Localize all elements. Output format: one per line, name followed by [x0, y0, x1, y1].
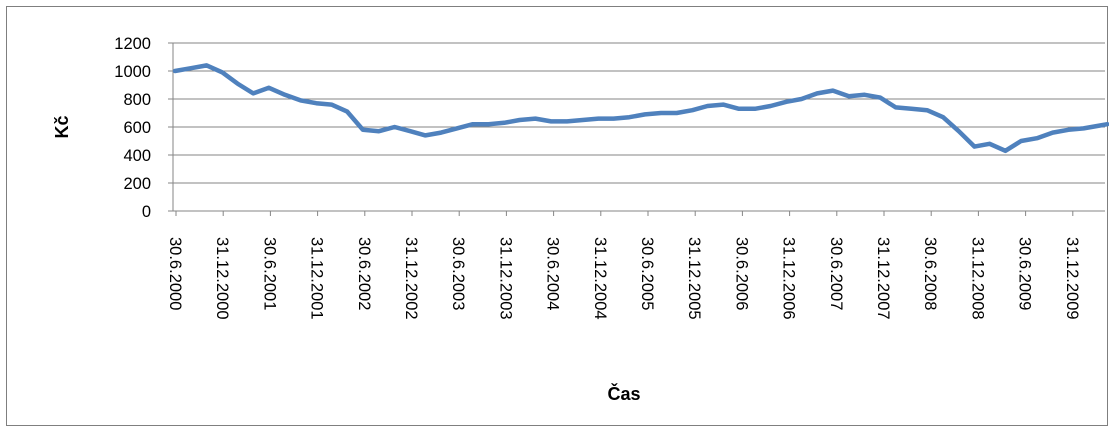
x-axis-ticks: 30.6.2000 31.12.2000 30.6.2001 31.12.2001 30…: [166, 211, 1081, 320]
x-tick-label: 31.12.2004: [591, 237, 609, 320]
y-tick-label: 200: [123, 175, 151, 193]
x-tick-label: 31.12.2006: [780, 237, 798, 320]
y-axis-ticks: 0 200 400 600 800 1000 1200: [114, 35, 174, 221]
chart-frame: 0 200 400 600 800 1000 1200 30.6.2000 31.12.200…: [6, 6, 1109, 426]
x-tick-label: 31.12.2002: [402, 237, 420, 320]
x-tick-label: 31.12.2000: [213, 237, 231, 320]
x-tick-label: 31.12.2009: [1063, 237, 1081, 320]
y-tick-label: 600: [123, 119, 151, 137]
x-tick-label: 30.6.2005: [638, 237, 656, 310]
x-tick-label: 30.6.2003: [449, 237, 467, 310]
x-tick-label: 30.6.2008: [921, 237, 939, 310]
x-axis-title: Čas: [607, 383, 640, 404]
line-chart: 0 200 400 600 800 1000 1200 30.6.2000 31.12.200…: [52, 35, 1109, 404]
x-tick-label: 31.12.2001: [308, 237, 326, 320]
price-series-line: [172, 63, 1109, 154]
x-tick-label: 30.6.2002: [355, 237, 373, 310]
x-tick-label: 30.6.2000: [166, 237, 184, 310]
x-tick-label: 31.12.2005: [685, 237, 703, 320]
x-tick-label: 31.12.2008: [968, 237, 986, 320]
x-tick-label: 30.6.2006: [732, 237, 750, 310]
y-tick-label: 1000: [114, 63, 151, 81]
y-tick-label: 1200: [114, 35, 151, 53]
y-tick-label: 800: [123, 91, 151, 109]
y-tick-label: 0: [142, 203, 151, 221]
y-tick-label: 400: [123, 147, 151, 165]
x-tick-label: 31.12.2003: [496, 237, 514, 320]
y-axis-title: Kč: [52, 115, 72, 138]
x-tick-label: 30.6.2009: [1016, 237, 1034, 310]
x-tick-label: 30.6.2001: [260, 237, 278, 310]
gridlines: [173, 42, 1105, 184]
x-tick-label: 30.6.2004: [544, 237, 562, 310]
x-tick-label: 31.12.2007: [874, 237, 892, 320]
x-tick-label: 30.6.2007: [827, 237, 845, 310]
